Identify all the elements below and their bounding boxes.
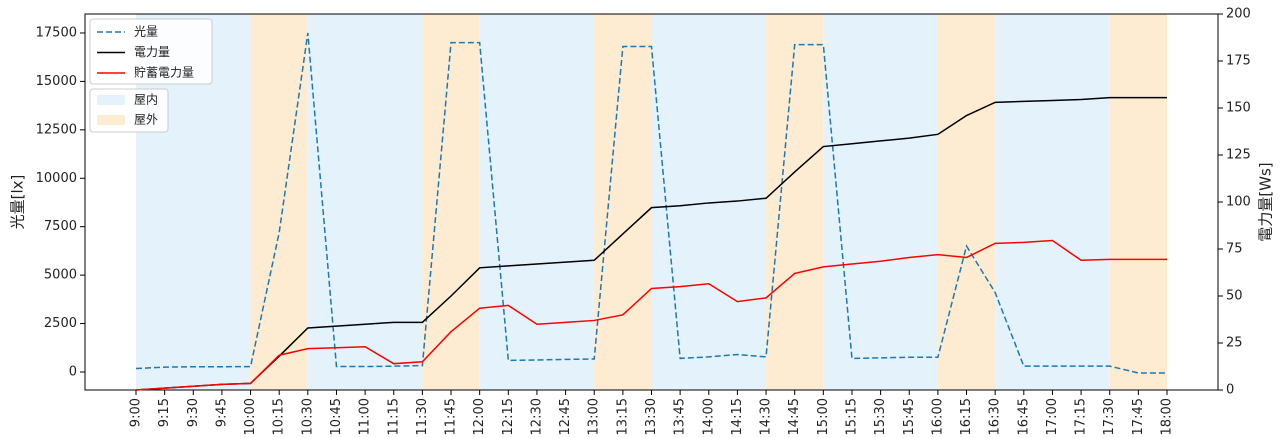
x-tick-label: 12:45 (558, 398, 573, 435)
x-tick-label: 17:00 (1045, 398, 1060, 435)
x-tick-label: 11:15 (386, 398, 401, 435)
y2-tick-label: 25 (1226, 336, 1243, 351)
y2-axis-label: 電力量[Ws] (1257, 162, 1275, 241)
x-tick-label: 16:00 (930, 398, 945, 435)
x-tick-label: 17:30 (1102, 398, 1117, 435)
y-axis-label: 光量[lx] (9, 175, 27, 230)
region-span (479, 14, 595, 390)
y2-tick-label: 100 (1226, 195, 1251, 210)
x-tick-label: 9:30 (186, 398, 201, 427)
y-tick-label: 0 (69, 364, 77, 379)
x-tick-label: 12:00 (472, 398, 487, 435)
y2-tick-label: 125 (1226, 148, 1251, 163)
y2-tick-label: 75 (1226, 242, 1243, 257)
y-tick-label: 5000 (44, 268, 77, 283)
region-span (307, 14, 423, 390)
legend-swatch (97, 115, 125, 125)
x-tick-label: 9:15 (157, 398, 172, 427)
x-tick-label: 16:15 (959, 398, 974, 435)
legend-swatch (97, 95, 125, 105)
x-tick-label: 15:30 (873, 398, 888, 435)
x-tick-label: 13:15 (615, 398, 630, 435)
region-span (422, 14, 480, 390)
region-span (937, 14, 996, 390)
region-span (995, 14, 1110, 390)
region-span (1109, 14, 1167, 390)
x-tick-label: 12:15 (501, 398, 516, 435)
x-tick-label: 12:30 (529, 398, 544, 435)
x-tick-label: 11:45 (444, 398, 459, 435)
legend-label: 屋内 (134, 93, 158, 107)
legend-label: 貯蓄電力量 (134, 66, 194, 80)
series-line (135, 239, 1167, 391)
y2-tick-label: 0 (1226, 383, 1234, 398)
x-tick-label: 14:00 (701, 398, 716, 435)
legend-label: 光量 (134, 25, 158, 39)
x-tick-label: 13:30 (644, 398, 659, 435)
y-tick-label: 12500 (36, 122, 77, 137)
x-tick-label: 13:45 (673, 398, 688, 435)
region-span (766, 14, 824, 390)
series-line (135, 32, 1167, 374)
x-tick-label: 18:00 (1160, 398, 1175, 435)
x-tick-label: 13:00 (587, 398, 602, 435)
y-tick-label: 2500 (44, 316, 77, 331)
x-tick-label: 9:45 (214, 398, 229, 427)
region-span (823, 14, 938, 390)
x-tick-label: 10:00 (243, 398, 258, 435)
y-tick-label: 10000 (36, 171, 77, 186)
legend-box (89, 18, 213, 85)
legend-label: 電力量 (134, 45, 170, 59)
x-tick-label: 14:30 (759, 398, 774, 435)
region-span (594, 14, 652, 390)
x-tick-label: 16:30 (988, 398, 1003, 435)
legend-label: 屋外 (134, 113, 158, 127)
y-tick-label: 17500 (36, 25, 77, 40)
x-tick-label: 16:45 (1016, 398, 1031, 435)
x-tick-label: 17:45 (1131, 398, 1146, 435)
x-tick-label: 11:30 (415, 398, 430, 435)
x-tick-label: 9:00 (129, 398, 144, 427)
x-tick-label: 10:15 (272, 398, 287, 435)
x-tick-label: 11:00 (358, 398, 373, 435)
x-tick-label: 17:15 (1074, 398, 1089, 435)
series-line (135, 96, 1167, 391)
x-tick-label: 15:45 (902, 398, 917, 435)
region-span (651, 14, 767, 390)
y-tick-label: 15000 (36, 74, 77, 89)
y2-tick-label: 50 (1226, 289, 1243, 304)
x-tick-label: 10:30 (300, 398, 315, 435)
y-tick-label: 7500 (44, 219, 77, 234)
x-tick-label: 14:15 (730, 398, 745, 435)
x-tick-label: 15:00 (816, 398, 831, 435)
x-tick-label: 14:45 (787, 398, 802, 435)
y2-tick-label: 200 (1226, 7, 1251, 22)
x-tick-label: 10:45 (329, 398, 344, 435)
region-span (250, 14, 308, 390)
x-tick-label: 15:15 (844, 398, 859, 435)
y2-tick-label: 150 (1226, 101, 1251, 116)
y2-tick-label: 175 (1226, 54, 1251, 69)
